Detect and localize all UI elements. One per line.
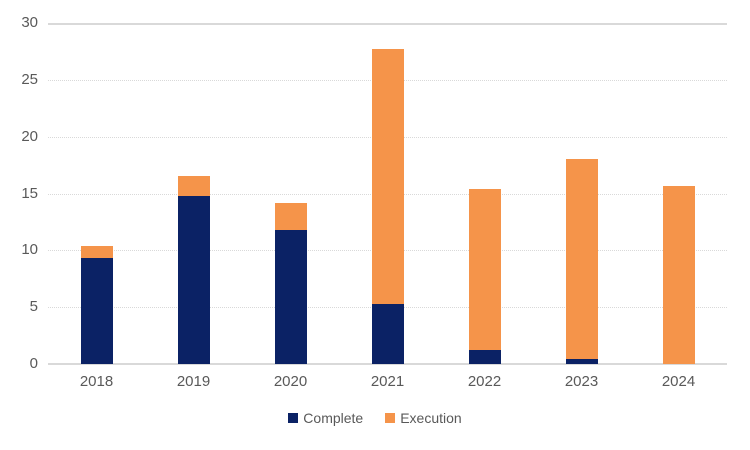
bar-2019 (177, 176, 210, 364)
y-tick-label-0: 0 (29, 355, 38, 372)
x-axis-label-2018: 2018 (79, 373, 114, 390)
bar-segment-execution-2021[interactable] (371, 49, 404, 304)
bar-slot-2023 (533, 23, 630, 364)
bar-slot-2020 (242, 23, 339, 364)
x-axis-label-2020: 2020 (273, 373, 308, 390)
bar-segment-complete-2018[interactable] (80, 258, 113, 364)
legend-label-complete: Complete (303, 410, 364, 426)
bar-segment-complete-2022[interactable] (468, 350, 501, 364)
legend-label-execution: Execution (400, 410, 462, 426)
bar-2021 (371, 49, 404, 364)
bar-2022 (468, 188, 501, 364)
bar-slot-2022 (436, 23, 533, 364)
bar-2024 (662, 185, 695, 364)
x-axis-label-2022: 2022 (467, 373, 502, 390)
bar-segment-execution-2020[interactable] (274, 202, 307, 230)
bar-segment-execution-2019[interactable] (177, 176, 210, 196)
bar-2023 (565, 159, 598, 364)
y-tick-label-15: 15 (21, 184, 38, 202)
x-axis-labels: 2018 2019 2020 2021 2022 2023 2024 (48, 373, 727, 390)
y-tick-label-10: 10 (21, 241, 38, 259)
x-axis-label-2019: 2019 (176, 373, 211, 390)
bar-segment-execution-2024[interactable] (662, 185, 695, 364)
legend: Complete Execution (0, 410, 750, 426)
bar-segment-complete-2019[interactable] (177, 195, 210, 364)
bar-segment-execution-2022[interactable] (468, 188, 501, 351)
bar-2018 (80, 245, 113, 364)
legend-swatch-execution (385, 413, 396, 423)
gridline-30 (48, 23, 727, 25)
y-tick-label-20: 20 (21, 127, 38, 145)
bar-slot-2018 (48, 23, 145, 364)
y-tick-label-25: 25 (21, 70, 38, 88)
x-axis-label-2024: 2024 (661, 373, 696, 390)
bar-segment-execution-2023[interactable] (565, 159, 598, 360)
bar-segment-complete-2023[interactable] (565, 359, 598, 364)
bar-segment-complete-2020[interactable] (274, 229, 307, 364)
bar-segment-execution-2018[interactable] (80, 245, 113, 259)
bar-series-container (48, 23, 727, 364)
plot-area (48, 23, 727, 365)
legend-item-execution[interactable]: Execution (385, 410, 462, 426)
y-tick-label-30: 30 (21, 14, 38, 31)
legend-swatch-complete (288, 413, 299, 423)
bar-segment-complete-2021[interactable] (371, 303, 404, 364)
x-axis-label-2021: 2021 (370, 373, 405, 390)
gridline-0 (48, 363, 727, 365)
legend-item-complete[interactable]: Complete (288, 410, 363, 426)
bar-2020 (274, 202, 307, 364)
bar-slot-2021 (339, 23, 436, 364)
bar-slot-2024 (630, 23, 727, 364)
bar-slot-2019 (145, 23, 242, 364)
y-tick-label-5: 5 (29, 298, 38, 316)
x-axis-label-2023: 2023 (564, 373, 599, 390)
